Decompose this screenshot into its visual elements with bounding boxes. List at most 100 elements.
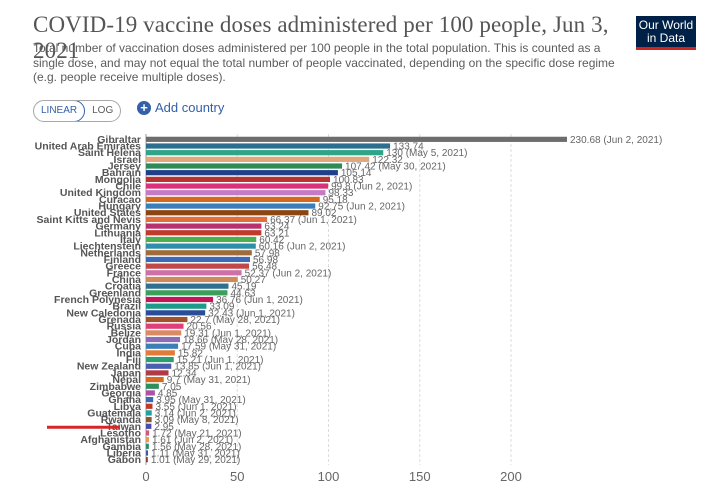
bar xyxy=(146,343,179,349)
bar xyxy=(146,143,391,149)
country-label: Georgia xyxy=(101,387,141,399)
country-label: United States xyxy=(74,207,141,219)
country-label: Israel xyxy=(114,154,142,166)
country-label: Liechtenstein xyxy=(73,241,141,253)
bar xyxy=(146,296,214,303)
bar xyxy=(146,256,250,263)
value-label: 63.21 xyxy=(264,228,289,239)
x-tick-label: 100 xyxy=(318,469,340,484)
country-label: Hungary xyxy=(98,201,141,213)
value-label: 15.82 xyxy=(178,348,203,359)
bar xyxy=(146,370,169,376)
value-label: 52.37 (Jun 2, 2021) xyxy=(245,268,332,279)
bar xyxy=(146,437,149,443)
value-label: 66.37 (Jun 1, 2021) xyxy=(270,215,357,226)
value-label: 92.75 (Jun 2, 2021) xyxy=(318,202,405,213)
log-scale-button[interactable]: LOG xyxy=(92,105,114,116)
country-label: Russia xyxy=(107,321,142,333)
value-label: 3.95 (May 31, 2021) xyxy=(156,395,246,406)
bar xyxy=(146,283,229,289)
country-label: United Arab Emirates xyxy=(35,141,142,153)
value-label: 130 (May 5, 2021) xyxy=(386,148,467,159)
bar xyxy=(146,336,181,343)
country-label: Saint Kitts and Nevis xyxy=(37,214,142,226)
bar xyxy=(146,376,164,383)
value-label: 1.72 (May 21, 2021) xyxy=(152,428,242,439)
country-label: Lesotho xyxy=(100,427,141,439)
bar xyxy=(146,163,343,169)
plus-icon: + xyxy=(137,100,151,115)
bar xyxy=(146,216,268,223)
value-label: 1.01 (May 29, 2021) xyxy=(151,455,241,466)
bar xyxy=(146,330,182,336)
bar xyxy=(146,223,262,229)
bar xyxy=(146,170,338,176)
bar xyxy=(146,156,370,162)
x-tick-label: 150 xyxy=(409,469,431,484)
value-label: 15.21 (Jun 1, 2021) xyxy=(177,355,264,366)
owid-logo[interactable]: Our World in Data xyxy=(636,16,696,50)
value-label: 95.18 xyxy=(323,195,348,206)
bar xyxy=(146,236,257,243)
value-label: 133.74 xyxy=(393,142,424,153)
bar xyxy=(146,443,149,449)
x-tick-label: 50 xyxy=(230,469,244,484)
value-label: 57.98 xyxy=(255,248,280,259)
bar xyxy=(146,263,250,269)
country-label: Mongolia xyxy=(95,174,141,186)
country-label: Jordan xyxy=(106,334,141,346)
country-label: New Caledonia xyxy=(66,307,141,319)
country-label: Afghanistan xyxy=(80,434,141,446)
value-label: 60.42 xyxy=(259,235,284,246)
country-label: India xyxy=(116,347,141,359)
bar xyxy=(146,210,309,216)
country-label: Rwanda xyxy=(101,414,141,426)
country-label: Saint Helena xyxy=(78,147,141,159)
value-label: 12.34 xyxy=(172,368,197,379)
country-label: Curacao xyxy=(99,194,141,206)
value-label: 98.33 xyxy=(328,188,353,199)
value-label: 63.24 xyxy=(264,222,289,233)
add-country-button[interactable]: + Add country xyxy=(137,100,224,115)
scale-toggle[interactable]: LINEAR LOG xyxy=(33,100,122,122)
value-label: 56.48 xyxy=(252,262,277,273)
value-label: 4.85 xyxy=(158,388,178,399)
linear-scale-button[interactable]: LINEAR xyxy=(34,101,86,121)
logo-line-2: in Data xyxy=(646,31,686,45)
country-label: Belize xyxy=(111,327,142,339)
value-label: 36.76 (Jun 1, 2021) xyxy=(216,295,303,306)
value-label: 22.7 (May 28, 2021) xyxy=(190,315,280,326)
value-label: 9.7 (May 31, 2021) xyxy=(167,375,251,386)
country-label: Zimbabwe xyxy=(90,381,142,393)
country-label: Jersey xyxy=(108,161,141,173)
country-label: French Polynesia xyxy=(54,294,141,306)
country-label: Fiji xyxy=(126,354,141,366)
bar xyxy=(146,450,149,456)
country-label: New Zealand xyxy=(77,361,141,373)
value-label: 17.59 (May 31, 2021) xyxy=(181,342,276,353)
country-label: Japan xyxy=(111,367,141,379)
bar xyxy=(146,276,238,283)
bar xyxy=(146,316,188,323)
country-label: Bahrain xyxy=(102,167,141,179)
bar xyxy=(146,396,154,403)
value-label: 3.55 (Jun 1, 2021) xyxy=(155,402,236,413)
bar xyxy=(146,430,150,436)
value-label: 33.09 xyxy=(209,302,234,313)
country-label: Greenland xyxy=(89,287,141,299)
country-label: Gibraltar xyxy=(97,134,141,146)
bar xyxy=(146,323,184,329)
country-label: China xyxy=(112,274,141,286)
country-label: Finland xyxy=(104,254,141,266)
value-label: 1.61 (Jun 2, 2021) xyxy=(152,435,233,446)
country-label: Ghana xyxy=(108,394,141,406)
bar xyxy=(146,150,384,156)
country-label: Cuba xyxy=(115,341,141,353)
x-tick-label: 200 xyxy=(500,469,522,484)
country-label: Germany xyxy=(95,221,141,233)
country-label: Libya xyxy=(114,401,142,413)
bar xyxy=(146,403,153,409)
value-label: 56.98 xyxy=(253,255,278,266)
bar xyxy=(146,423,152,429)
